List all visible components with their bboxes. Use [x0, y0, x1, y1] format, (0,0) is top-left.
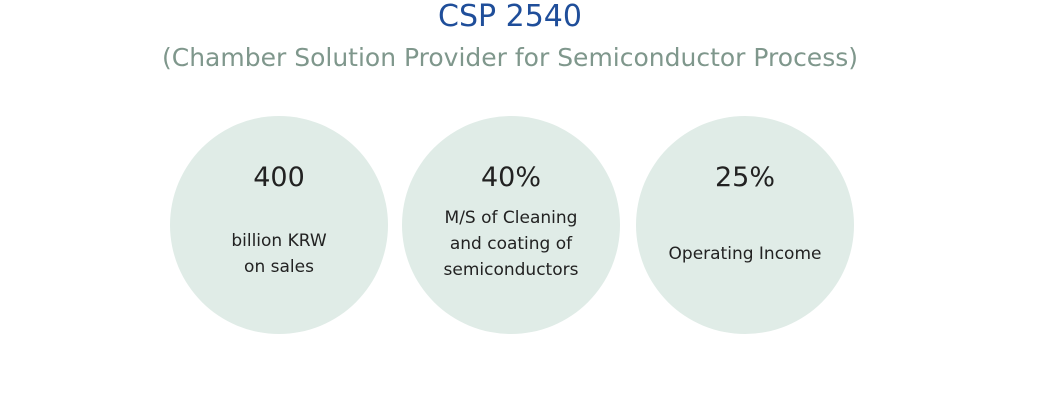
stat-line: M/S of Cleaning — [444, 208, 578, 228]
stat-value: 400 — [253, 162, 305, 193]
title: CSP 2540 — [438, 0, 582, 34]
stat-circle: 400 billion KRW on sales — [170, 116, 388, 334]
subtitle: (Chamber Solution Provider for Semicondu… — [162, 43, 858, 72]
stat-value: 40% — [480, 162, 541, 193]
stat-line: and coating of — [449, 234, 573, 254]
stat-value: 25% — [714, 162, 775, 193]
stat-description: billion KRW on sales — [170, 228, 388, 280]
stat-circle: 25% Operating Income — [636, 116, 854, 334]
stat-line: semiconductors — [443, 260, 579, 280]
stat-line: Operating Income — [668, 244, 822, 264]
stat-description: M/S of Cleaning and coating of semiconduct… — [402, 205, 620, 283]
stat-description: Operating Income — [636, 241, 854, 267]
stat-line: billion KRW — [231, 231, 327, 251]
stat-line: on sales — [244, 257, 314, 277]
stat-circle: 40% M/S of Cleaning and coating of semicond… — [402, 116, 620, 334]
